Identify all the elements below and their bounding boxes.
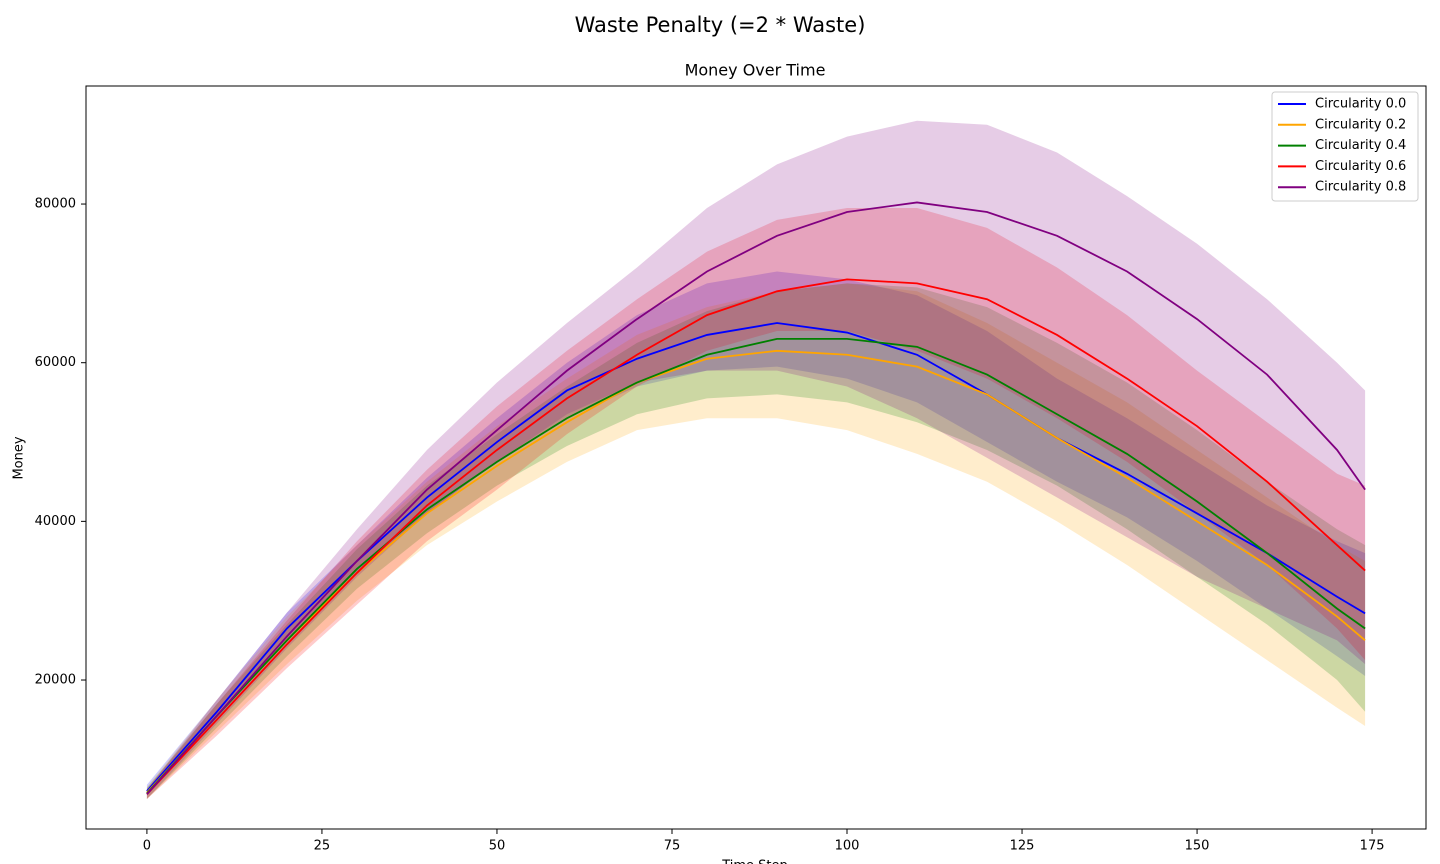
band bbox=[146, 283, 1366, 800]
series-line bbox=[146, 201, 1366, 795]
x-tick-label: 75 bbox=[664, 839, 681, 854]
y-tick-label: 40000 bbox=[35, 514, 76, 529]
legend-label: Circularity 0.2 bbox=[1315, 117, 1406, 132]
x-tick-label: 100 bbox=[835, 839, 860, 854]
x-tick-label: 150 bbox=[1185, 839, 1210, 854]
y-tick-label: 80000 bbox=[35, 197, 76, 212]
legend-label: Circularity 0.0 bbox=[1315, 97, 1406, 112]
legend-label: Circularity 0.6 bbox=[1315, 159, 1406, 174]
band bbox=[146, 283, 1366, 800]
legend-label: Circularity 0.4 bbox=[1315, 138, 1406, 153]
legend-label: Circularity 0.8 bbox=[1315, 180, 1406, 195]
y-tick-label: 20000 bbox=[35, 673, 76, 688]
chart-title: Waste Penalty (=2 * Waste) bbox=[575, 13, 866, 37]
x-tick-label: 25 bbox=[314, 839, 331, 854]
x-tick-label: 125 bbox=[1010, 839, 1035, 854]
series-line bbox=[146, 338, 1366, 795]
series-line bbox=[146, 278, 1366, 795]
y-axis-label: Money bbox=[12, 436, 27, 479]
legend-box bbox=[1271, 91, 1419, 202]
y-tick-label: 60000 bbox=[35, 355, 76, 370]
band bbox=[146, 271, 1366, 796]
plot-area bbox=[146, 120, 1366, 800]
band bbox=[146, 208, 1366, 800]
plot-frame bbox=[85, 85, 1427, 830]
x-axis-label: Time Step bbox=[721, 859, 788, 864]
x-tick-label: 50 bbox=[489, 839, 506, 854]
chart-subtitle: Money Over Time bbox=[685, 61, 826, 80]
x-tick-label: 175 bbox=[1360, 839, 1385, 854]
x-tick-label: 0 bbox=[143, 839, 151, 854]
band bbox=[146, 120, 1366, 800]
